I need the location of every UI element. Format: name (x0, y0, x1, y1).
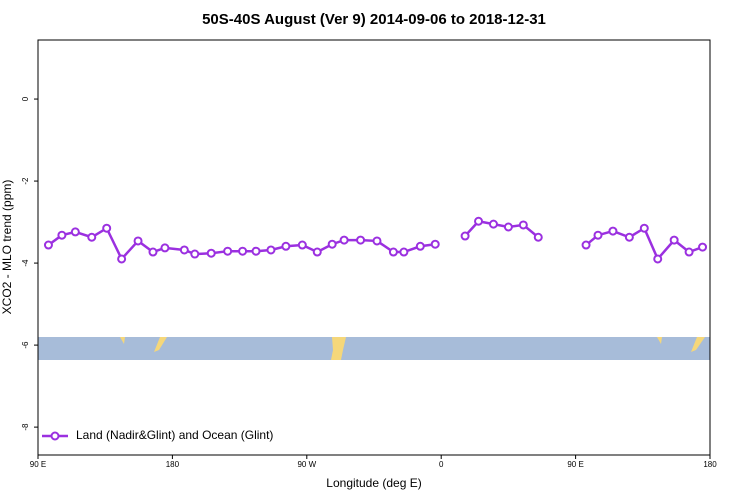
y-tick-label: -2 (21, 177, 30, 185)
legend-label: Land (Nadir&Glint) and Ocean (Glint) (76, 428, 273, 442)
data-point (415, 241, 425, 251)
x-axis-label: Longitude (deg E) (326, 476, 421, 490)
data-point (281, 241, 291, 251)
data-point (624, 232, 634, 242)
data-point (581, 240, 591, 250)
data-point (57, 230, 67, 240)
data-point (460, 231, 470, 241)
data-point (593, 230, 603, 240)
data-point (190, 249, 200, 259)
x-tick-label: 90 W (297, 460, 316, 469)
x-tick-label: 180 (703, 460, 717, 469)
y-tick-label: -8 (21, 423, 30, 431)
data-point (251, 246, 261, 256)
data-point (356, 235, 366, 245)
data-point (518, 220, 528, 230)
data-point (339, 235, 349, 245)
x-tick-label: 180 (166, 460, 180, 469)
y-tick-label: -6 (21, 341, 30, 349)
data-point (669, 235, 679, 245)
data-point (160, 243, 170, 253)
data-point (430, 239, 440, 249)
data-point (608, 226, 618, 236)
data-point (474, 216, 484, 226)
data-point (133, 236, 143, 246)
chart-title: 50S-40S August (Ver 9) 2014-09-06 to 201… (202, 11, 546, 28)
data-point (102, 223, 112, 233)
y-tick-label: -4 (21, 259, 30, 267)
data-point (488, 219, 498, 229)
data-point (372, 236, 382, 246)
y-tick-label: 0 (21, 96, 30, 101)
data-point (388, 247, 398, 257)
data-point (639, 223, 649, 233)
data-point (653, 254, 663, 264)
data-point (297, 240, 307, 250)
data-point (312, 247, 322, 257)
map-strip (38, 337, 710, 360)
y-axis-label: XCO2 - MLO trend (ppm) (0, 180, 14, 315)
data-point (87, 232, 97, 242)
x-tick-label: 0 (439, 460, 444, 469)
data-point (503, 222, 513, 232)
data-point (70, 227, 80, 237)
data-point (684, 247, 694, 257)
x-tick-label: 90 E (30, 460, 46, 469)
data-point (223, 246, 233, 256)
data-point (238, 246, 248, 256)
data-point (206, 248, 216, 258)
x-tick-label: 90 E (567, 460, 583, 469)
data-point (117, 254, 127, 264)
data-point (148, 247, 158, 257)
data-point (43, 240, 53, 250)
data-point (399, 247, 409, 257)
data-point (533, 232, 543, 242)
plot-frame (37, 39, 711, 456)
data-point (698, 242, 708, 252)
legend-marker (50, 431, 60, 441)
data-point (266, 245, 276, 255)
data-point (327, 239, 337, 249)
data-point (179, 245, 189, 255)
